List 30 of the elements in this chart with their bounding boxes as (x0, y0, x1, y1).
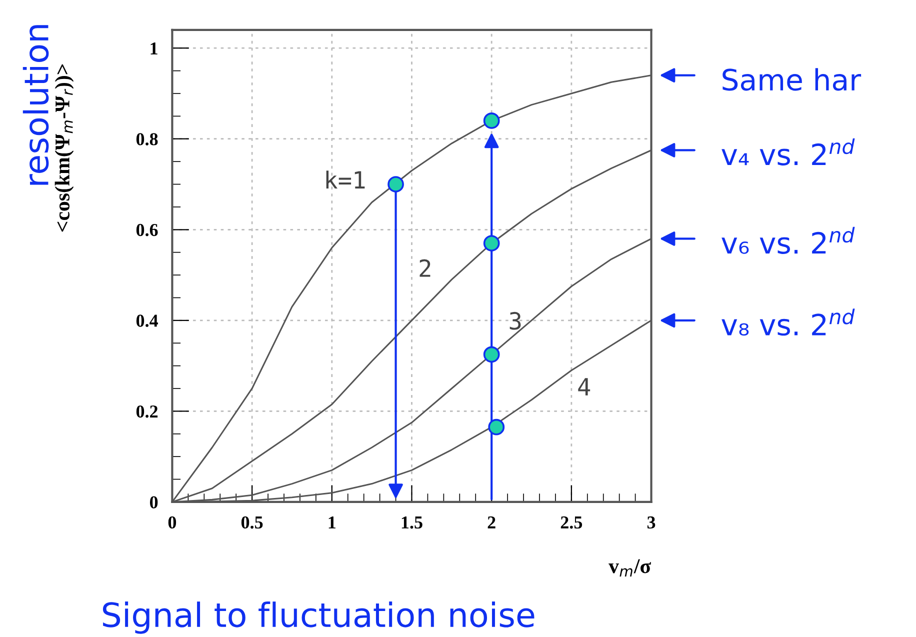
y-tick-label: 0.2 (136, 405, 158, 418)
text: v₈ vs. 2$^{nd}$ (722, 308, 855, 336)
series-label: 4 (578, 378, 590, 396)
y-tick-label: 1 (150, 42, 158, 54)
x-tick-label: 1 (328, 516, 336, 528)
series-label: 3 (510, 312, 521, 330)
point (483, 346, 500, 363)
text: Signal to fluctuation noise (102, 602, 534, 634)
y-tick-label: 0.6 (136, 224, 158, 236)
y-tick-label: 0 (150, 496, 158, 508)
point (483, 112, 500, 129)
text: v₄ vs. 2$^{nd}$ (722, 138, 855, 166)
x-tick-label: 1.5 (402, 516, 422, 529)
text: v₆ vs. 2$^{nd}$ (722, 226, 855, 254)
x-tick-label: 0 (168, 516, 176, 529)
y-tick-label: 0.8 (136, 133, 158, 146)
x-tick-label: 2 (488, 516, 496, 528)
point (388, 176, 404, 192)
series-label: k=1 (326, 170, 365, 189)
series-label: 2 (420, 259, 430, 277)
y-tick-label: 0.4 (136, 314, 158, 327)
point (488, 418, 505, 436)
x-tick-label: 3 (647, 516, 656, 529)
point (483, 235, 500, 252)
text: Same har (722, 68, 862, 91)
x-tick-label: 0.5 (241, 516, 263, 529)
x-tick-label: 2.5 (560, 516, 582, 529)
y-axis-title: <cos(km(Ψ$_{m}$-Ψ$_{r}$))> (54, 64, 74, 232)
text: resolution (22, 25, 49, 185)
x-axis-title: v$_{m}$/σ (608, 559, 651, 576)
